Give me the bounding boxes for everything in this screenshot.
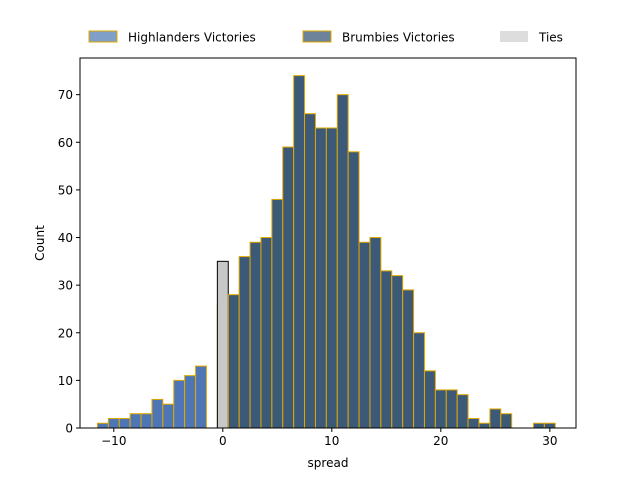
- bar-brumbies-victories-3: [260, 237, 273, 429]
- legend-label-ties: Ties: [538, 31, 563, 45]
- legend-label-highlanders: Highlanders Victories: [128, 31, 256, 45]
- x-tick-label: 0: [219, 434, 227, 448]
- bar-highlanders-victories-3: [129, 413, 142, 429]
- bar-brumbies-victories-29: [543, 422, 556, 429]
- y-tick-label: 10: [58, 374, 73, 388]
- bar-highlanders-victories-2: [118, 417, 131, 429]
- x-tick-label: 20: [433, 434, 448, 448]
- y-tick-label: 40: [58, 231, 73, 245]
- bar-highlanders-victories-4: [140, 413, 153, 429]
- legend-label-brumbies: Brumbies Victories: [342, 31, 455, 45]
- x-tick-label: 10: [324, 434, 339, 448]
- bar-brumbies-victories-9: [325, 127, 338, 429]
- x-tick-label: −10: [101, 434, 126, 448]
- y-axis-label: Count: [33, 225, 47, 261]
- bar-brumbies-victories-2: [249, 241, 262, 429]
- bar-brumbies-victories-16: [402, 289, 415, 429]
- legend-swatch-highlanders: [88, 30, 118, 43]
- bar-brumbies-victories-13: [369, 237, 382, 429]
- legend: Highlanders Victories Brumbies Victories…: [88, 30, 563, 45]
- plot-frame: [79, 57, 577, 429]
- bar-brumbies-victories-25: [500, 413, 513, 429]
- bar-brumbies-victories-14: [380, 270, 393, 429]
- bar-brumbies-victories-6: [293, 75, 306, 429]
- legend-swatch-ties: [500, 31, 528, 42]
- bar-highlanders-victories-7: [173, 379, 186, 429]
- bar-brumbies-victories-20: [445, 389, 458, 429]
- bar-highlanders-victories-6: [162, 403, 175, 429]
- bar-brumbies-victories-28: [532, 422, 545, 429]
- y-tick-label: 70: [58, 88, 73, 102]
- x-tick-label: 30: [542, 434, 557, 448]
- bar-brumbies-victories-0: [227, 294, 240, 429]
- x-axis-label: spread: [308, 456, 349, 470]
- bar-brumbies-victories-21: [456, 394, 469, 429]
- bar-brumbies-victories-15: [391, 275, 404, 429]
- bar-brumbies-victories-19: [434, 389, 447, 429]
- bar-brumbies-victories-24: [489, 408, 502, 429]
- y-tick-label: 60: [58, 136, 73, 150]
- x-axis-ticks: −10 0 10 20 30: [101, 428, 557, 448]
- bar-brumbies-victories-1: [238, 256, 251, 429]
- y-tick-label: 50: [58, 183, 73, 197]
- bar-highlanders-victories-5: [151, 398, 164, 429]
- bar-brumbies-victories-12: [358, 241, 371, 429]
- bar-brumbies-victories-22: [467, 417, 480, 429]
- bar-brumbies-victories-8: [314, 127, 327, 429]
- bar-brumbies-victories-17: [413, 332, 425, 429]
- bar-brumbies-victories-23: [478, 422, 491, 429]
- bar-highlanders-victories-9: [195, 365, 207, 429]
- bar-highlanders-victories-0: [96, 422, 109, 429]
- bar-brumbies-victories-10: [336, 94, 349, 429]
- bar-highlanders-victories-8: [184, 375, 197, 429]
- legend-swatch-brumbies: [302, 30, 332, 43]
- bar-brumbies-victories-7: [304, 113, 316, 429]
- y-axis-ticks: 0 10 20 30 40 50 60 70: [58, 88, 80, 436]
- bar-brumbies-victories-5: [282, 146, 295, 429]
- bar-ties-0: [216, 260, 229, 429]
- y-tick-label: 0: [65, 422, 73, 436]
- bar-brumbies-victories-4: [271, 198, 284, 429]
- bar-brumbies-victories-18: [423, 370, 436, 429]
- bar-brumbies-victories-11: [347, 151, 360, 429]
- y-tick-label: 30: [58, 279, 73, 293]
- y-tick-label: 20: [58, 326, 73, 340]
- bar-highlanders-victories-1: [107, 417, 120, 429]
